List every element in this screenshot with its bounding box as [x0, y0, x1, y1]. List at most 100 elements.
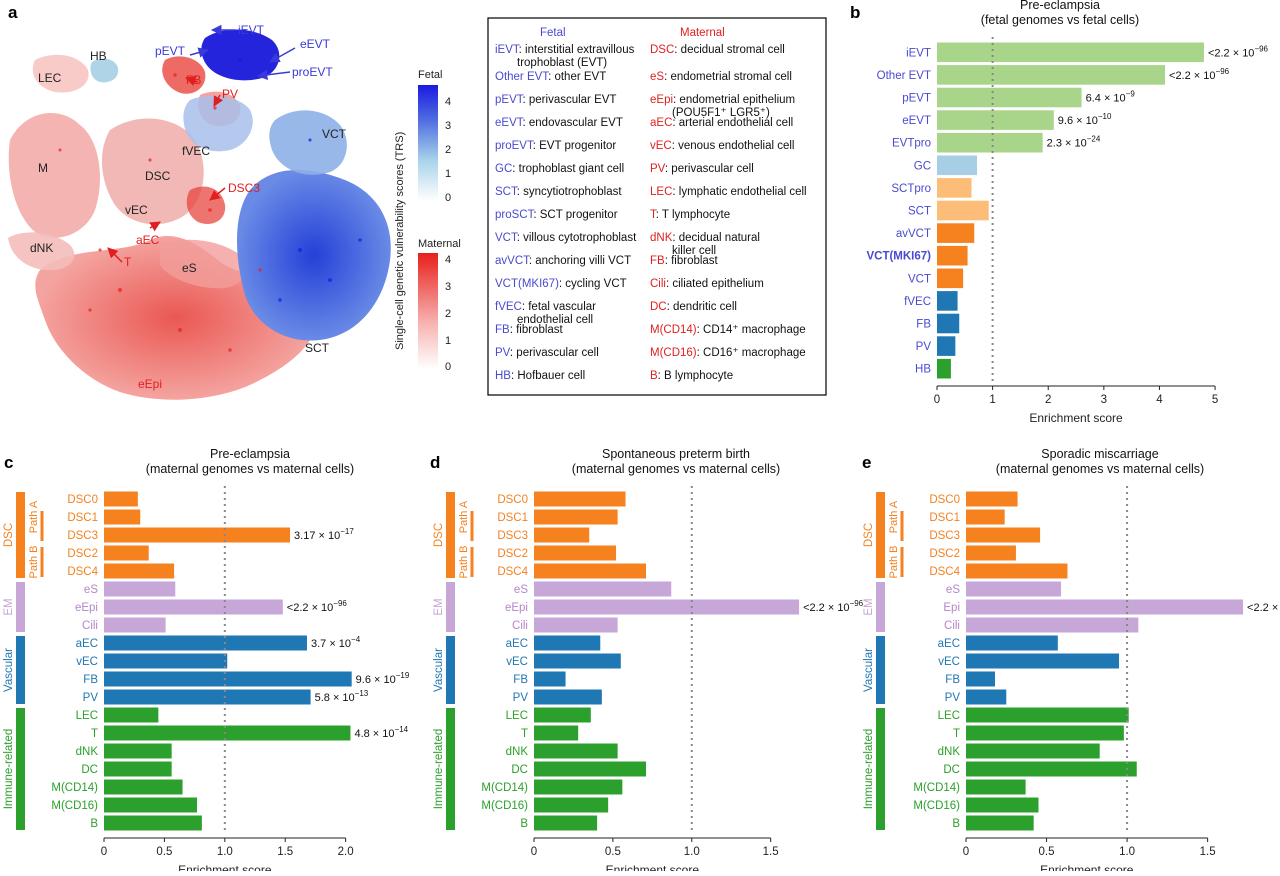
- category-label: B: [520, 818, 528, 830]
- bar-aec: [966, 635, 1058, 651]
- category-label: DSC3: [497, 530, 528, 542]
- legend-fetal-item: eEVT: endovascular EVT: [495, 117, 623, 129]
- legend-fetal-item: fVEC: fetal vascular: [495, 301, 596, 313]
- umap-region-dnk: [8, 232, 75, 271]
- group-label: Immune-related: [863, 729, 875, 810]
- panel-b-chart: Pre-eclampsia(fetal genomes vs fetal cel…: [866, 0, 1268, 425]
- bar-lec: [104, 707, 159, 723]
- umap-label-pv: PV: [222, 87, 238, 101]
- x-tick-label: 0.5: [156, 846, 172, 858]
- umap-label-aec: aEC: [136, 233, 160, 247]
- x-tick-label: 4: [1156, 394, 1163, 406]
- category-label: DSC3: [67, 530, 98, 542]
- legend-maternal-item-cont: killer cell: [672, 245, 716, 257]
- x-tick-label: 1.0: [1119, 846, 1135, 858]
- category-label: FB: [945, 674, 960, 686]
- x-tick-label: 0: [101, 846, 107, 858]
- category-label: DC: [511, 764, 528, 776]
- category-label: DSC0: [67, 494, 98, 506]
- bar-cili: [966, 617, 1139, 633]
- legend-maternal-item: FB: fibroblast: [650, 255, 719, 267]
- panel-c-chart: Pre-eclampsia(maternal genomes vs matern…: [3, 447, 410, 876]
- group-bar-em: [446, 582, 455, 632]
- category-label: M(CD16): [913, 800, 960, 812]
- bar-m-cd16-: [104, 797, 198, 813]
- umap-region-vct: [269, 110, 347, 175]
- bar-fb: [104, 671, 352, 687]
- bar-dsc3: [966, 527, 1041, 543]
- colorbar-title: Single-cell genetic vulnerability scores…: [394, 132, 406, 350]
- panel-label-a: a: [8, 3, 18, 22]
- group-label: Vascular: [433, 648, 445, 692]
- legend-fetal-item-cont: trophoblast (EVT): [517, 57, 607, 69]
- umap-cluster-labels: iEVT eEVT pEVT proEVT HB FB PV LEC VCT fVEC M DSC DS…: [30, 23, 347, 391]
- category-label: eS: [946, 584, 960, 596]
- legend-fetal-item: proSCT: SCT progenitor: [495, 209, 618, 221]
- group-bar-vascular: [876, 636, 885, 704]
- legend-fetal-item: iEVT: interstitial extravillous: [495, 44, 635, 56]
- chart-title: Sporadic miscarriage: [1041, 447, 1158, 461]
- panel-label-d: d: [430, 453, 440, 472]
- legend-fetal-item: pEVT: perivascular EVT: [495, 94, 616, 106]
- group-label: Immune-related: [433, 729, 445, 810]
- category-label: vEC: [506, 656, 528, 668]
- legend-maternal-header: Maternal: [680, 27, 725, 39]
- group-label: EM: [863, 598, 875, 615]
- category-label: M(CD16): [51, 800, 98, 812]
- legend-fetal-item: HB: Hofbauer cell: [495, 370, 585, 382]
- group-bar-dsc: [16, 492, 25, 578]
- category-label: DSC1: [497, 512, 528, 524]
- bar-b: [104, 815, 202, 831]
- category-label: LEC: [76, 710, 98, 722]
- category-label: M(CD14): [913, 782, 960, 794]
- legend-maternal-item: Cili: ciliated epithelium: [650, 278, 764, 290]
- chart-title: Spontaneous preterm birth: [602, 447, 750, 461]
- panel-label-e: e: [862, 453, 871, 472]
- chart-title: Pre-eclampsia: [210, 447, 290, 461]
- bar-cili: [104, 617, 166, 633]
- bar-eepi: [104, 599, 283, 615]
- colorbar-fetal-tick: 3: [445, 120, 451, 132]
- category-label: Cili: [82, 620, 98, 632]
- category-label: DSC1: [929, 512, 960, 524]
- colorbars: Single-cell genetic vulnerability scores…: [394, 69, 461, 373]
- bar-fb: [534, 671, 566, 687]
- bar-aec: [534, 635, 601, 651]
- x-tick-label: 2: [1045, 394, 1051, 406]
- panel-e-chart: Sporadic miscarriage(maternal genomes vs…: [863, 447, 1280, 876]
- bar-m-cd16-: [534, 797, 609, 813]
- subgroup-label: Path A: [458, 500, 470, 533]
- p-value-label: 6.4 × 10−9: [1086, 90, 1136, 105]
- bar-dsc1: [104, 509, 141, 525]
- bar-t: [966, 725, 1124, 741]
- umap-region-ievt: [201, 29, 280, 81]
- panel-d-chart: Spontaneous preterm birth(maternal genom…: [433, 447, 864, 876]
- category-label: DSC4: [497, 566, 528, 578]
- category-label: M(CD16): [481, 800, 528, 812]
- category-label: DSC2: [929, 548, 960, 560]
- category-label: PV: [513, 692, 529, 704]
- group-label: EM: [3, 598, 15, 615]
- umap-label-fb: FB: [186, 73, 201, 87]
- group-label: DSC: [863, 523, 875, 547]
- legend-maternal-item: M(CD14): CD14⁺ macrophage: [650, 324, 806, 336]
- group-label: DSC: [433, 523, 445, 547]
- bar-pevt: [937, 87, 1082, 108]
- umap-label-dsc: DSC: [145, 169, 171, 183]
- group-bar-vascular: [446, 636, 455, 704]
- colorbar-maternal-tick: 3: [445, 281, 451, 293]
- category-label: T: [953, 728, 960, 740]
- subgroup-label: Path A: [888, 500, 900, 533]
- category-label: FB: [513, 674, 528, 686]
- umap-label-vct: VCT: [322, 127, 347, 141]
- bar-other-evt: [937, 65, 1166, 85]
- bar-dsc2: [104, 545, 149, 561]
- bar-t: [104, 725, 351, 741]
- x-tick-label: 0: [963, 846, 969, 858]
- bar-eevt: [937, 110, 1054, 130]
- bar-lec: [534, 707, 591, 723]
- bar-dsc0: [966, 491, 1018, 507]
- colorbar-fetal-tick: 2: [445, 144, 451, 156]
- p-value-label: <2.2 × 10−96: [1247, 599, 1280, 614]
- category-label: SCT: [908, 206, 931, 218]
